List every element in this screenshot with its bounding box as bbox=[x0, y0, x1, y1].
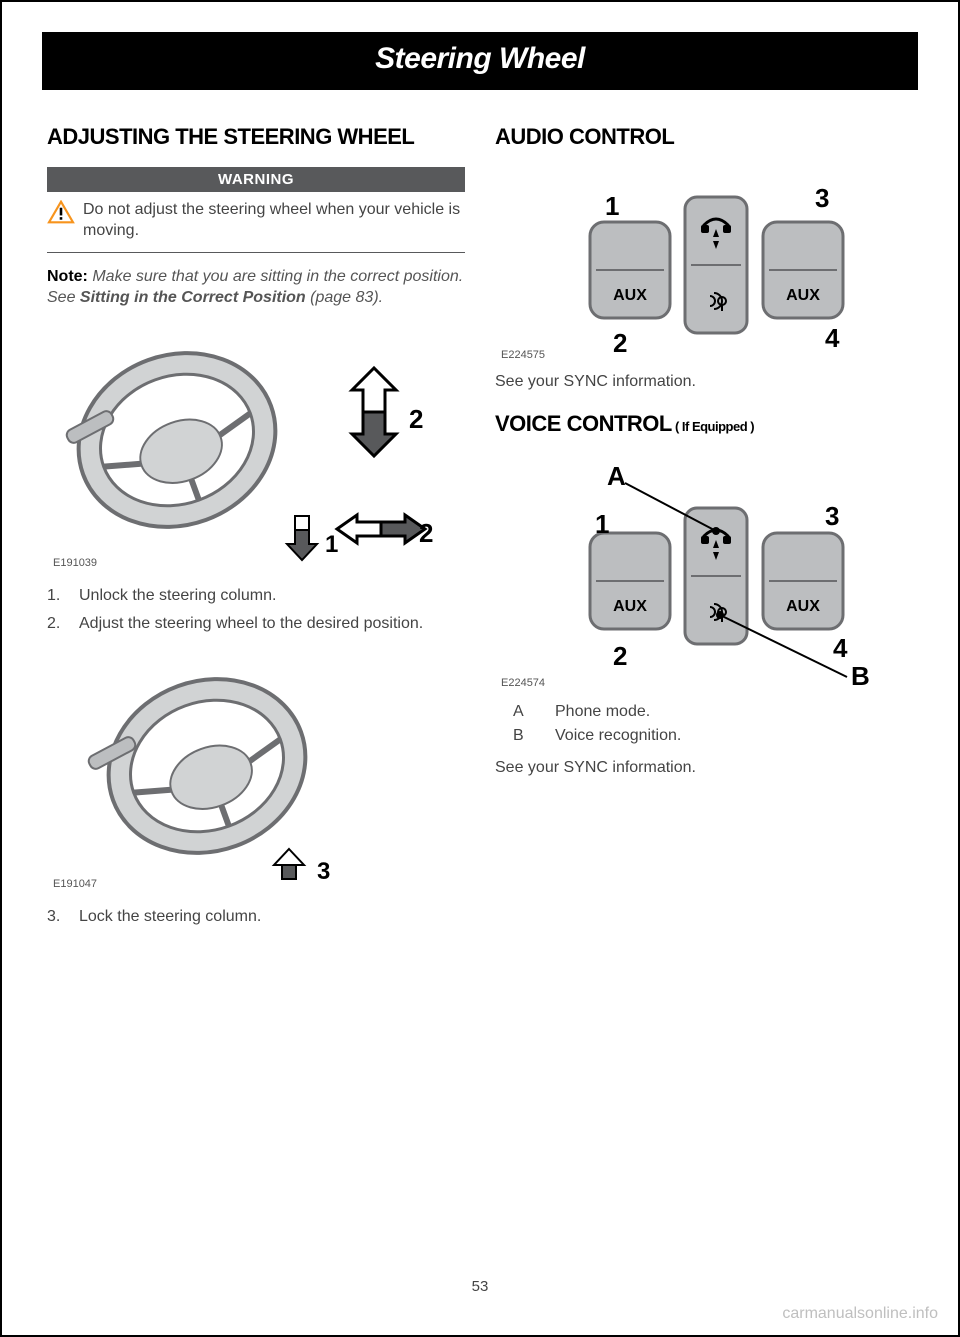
section-voice-main: VOICE CONTROL bbox=[495, 411, 672, 436]
figure-id-4: E224574 bbox=[501, 677, 545, 689]
figure-voice-control: A 1 2 3 4 B E224574 bbox=[495, 455, 913, 695]
fig1-callout-2b: 2 bbox=[419, 518, 433, 548]
section-adjusting-title: ADJUSTING THE STEERING WHEEL bbox=[47, 124, 465, 149]
sync-info-2: See your SYNC information. bbox=[495, 759, 913, 777]
svg-text:4: 4 bbox=[833, 633, 848, 663]
section-audio-title: AUDIO CONTROL bbox=[495, 124, 913, 149]
svg-text:B: B bbox=[851, 661, 870, 691]
legend-row-a: APhone mode. bbox=[513, 703, 913, 721]
svg-text:3: 3 bbox=[825, 501, 839, 531]
header-band: Steering Wheel bbox=[42, 32, 918, 90]
svg-text:2: 2 bbox=[613, 328, 627, 358]
page-title: Steering Wheel bbox=[42, 42, 918, 76]
svg-text:1: 1 bbox=[595, 509, 609, 539]
svg-text:4: 4 bbox=[825, 323, 840, 353]
fig1-callout-2a: 2 bbox=[409, 404, 423, 434]
svg-text:1: 1 bbox=[605, 191, 619, 221]
fig2-callout-3: 3 bbox=[317, 858, 330, 885]
steps-list-1: 1.Unlock the steering column. 2.Adjust t… bbox=[47, 585, 465, 634]
figure-steering-adjust: 2 2 1 E191039 bbox=[47, 320, 465, 575]
warning-box: Do not adjust the steering wheel when yo… bbox=[47, 192, 465, 253]
fig1-callout-1: 1 bbox=[325, 531, 338, 558]
note-ref: Sitting in the Correct Position bbox=[80, 289, 306, 306]
right-column: AUDIO CONTROL AUX bbox=[495, 118, 913, 943]
figure-id-1: E191039 bbox=[53, 557, 97, 569]
legend-row-b: BVoice recognition. bbox=[513, 727, 913, 745]
step-3: 3.Lock the steering column. bbox=[47, 906, 465, 928]
steps-list-2: 3.Lock the steering column. bbox=[47, 906, 465, 928]
svg-text:3: 3 bbox=[815, 183, 829, 213]
svg-text:A: A bbox=[607, 461, 626, 491]
figure-id-2: E191047 bbox=[53, 878, 97, 890]
manual-page: Steering Wheel ADJUSTING THE STEERING WH… bbox=[0, 0, 960, 1337]
page-number: 53 bbox=[2, 1278, 958, 1295]
note-text: Note: Make sure that you are sitting in … bbox=[47, 267, 465, 309]
section-voice-title: VOICE CONTROL ( If Equipped ) bbox=[495, 411, 913, 436]
sync-info-1: See your SYNC information. bbox=[495, 373, 913, 391]
watermark: carmanualsonline.info bbox=[782, 1305, 938, 1323]
warning-label: WARNING bbox=[47, 167, 465, 192]
svg-text:2: 2 bbox=[613, 641, 627, 671]
content-columns: ADJUSTING THE STEERING WHEEL WARNING Do … bbox=[47, 118, 913, 943]
figure-id-3: E224575 bbox=[501, 349, 545, 361]
figure-steering-lock: 3 E191047 bbox=[47, 651, 465, 896]
section-voice-sub: ( If Equipped ) bbox=[672, 419, 754, 434]
step-2: 2.Adjust the steering wheel to the desir… bbox=[47, 613, 465, 635]
voice-legend: APhone mode. BVoice recognition. bbox=[513, 703, 913, 745]
warning-triangle-icon bbox=[47, 200, 75, 224]
figure-audio-control: AUX bbox=[495, 167, 913, 367]
step-1: 1.Unlock the steering column. bbox=[47, 585, 465, 607]
note-part-b: (page 83). bbox=[306, 289, 383, 306]
note-label: Note: bbox=[47, 268, 88, 285]
left-column: ADJUSTING THE STEERING WHEEL WARNING Do … bbox=[47, 118, 465, 943]
warning-text: Do not adjust the steering wheel when yo… bbox=[83, 200, 465, 242]
